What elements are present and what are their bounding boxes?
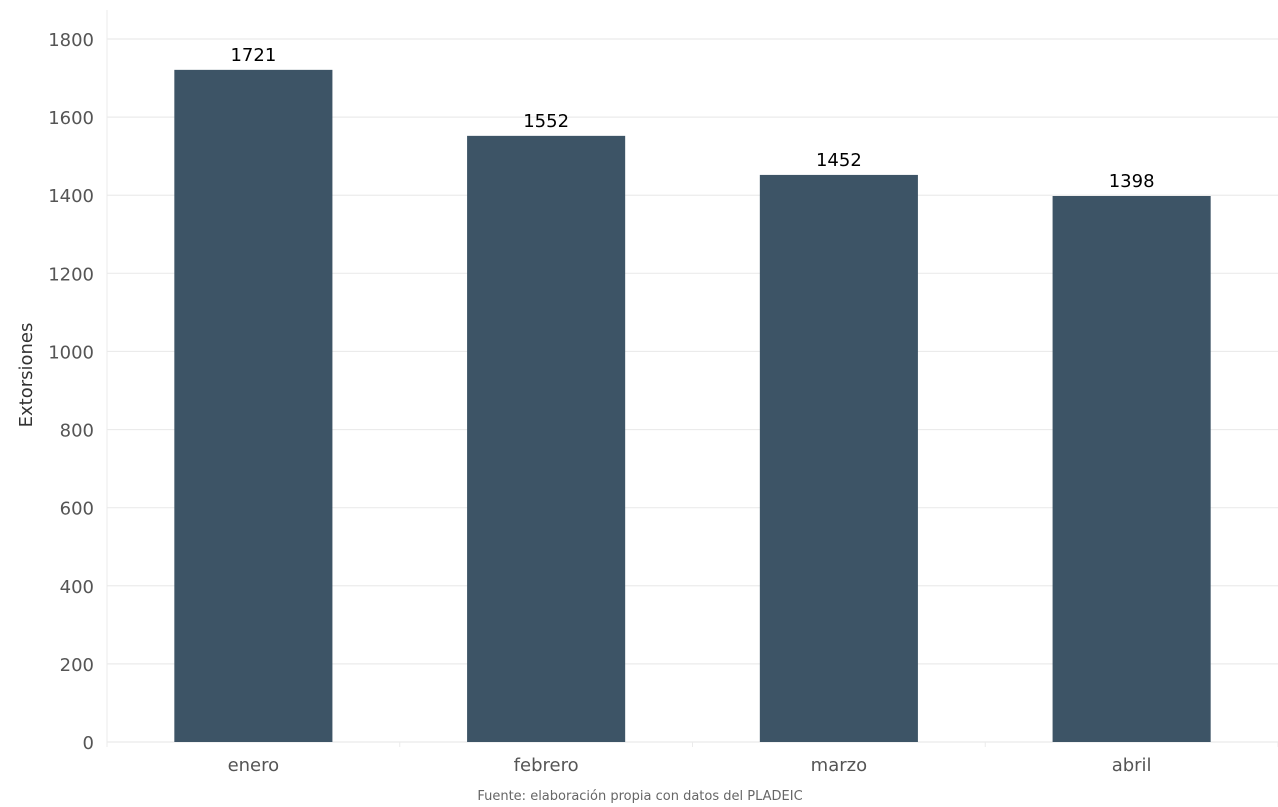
y-tick-label: 1400 [48, 186, 94, 207]
bar-abril [1052, 196, 1211, 743]
source-caption: Fuente: elaboración propia con datos del… [477, 789, 802, 804]
y-tick-label: 400 [60, 577, 94, 598]
y-tick-label: 800 [60, 421, 94, 442]
bars [174, 69, 1211, 743]
bar-febrero [467, 135, 626, 742]
y-axis-title: Extorsiones [16, 323, 37, 428]
bar-value-labels: 1721 1552 1452 1398 [230, 45, 1154, 192]
y-tick-label: 1000 [48, 342, 94, 363]
bar-enero [174, 69, 333, 743]
y-tick-label: 0 [83, 733, 94, 754]
y-axis-ticks: 0 200 400 600 800 1000 1200 1400 1600 1800 [48, 30, 94, 754]
x-tick-label: abril [1112, 755, 1152, 776]
bar-value-label: 1398 [1109, 171, 1155, 192]
y-tick-label: 1600 [48, 108, 94, 129]
x-axis-ticks: enero febrero marzo abril [228, 755, 1152, 776]
y-tick-label: 200 [60, 655, 94, 676]
bar-value-label: 1452 [816, 150, 862, 171]
bar-value-label: 1721 [230, 45, 276, 66]
y-tick-label: 1200 [48, 264, 94, 285]
bar-value-label: 1552 [523, 111, 569, 132]
x-tick-label: enero [228, 755, 280, 776]
x-tick-label: marzo [811, 755, 867, 776]
x-tick-label: febrero [514, 755, 579, 776]
y-tick-label: 1800 [48, 30, 94, 51]
y-tick-label: 600 [60, 499, 94, 520]
bar-marzo [759, 174, 918, 742]
